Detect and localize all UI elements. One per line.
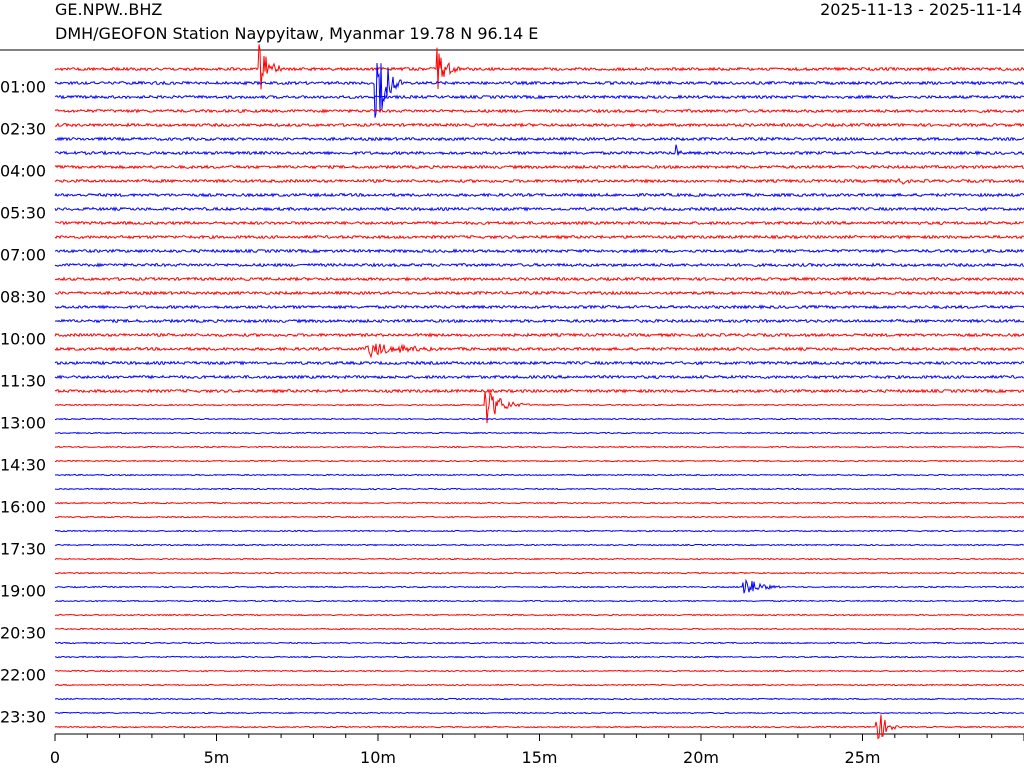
y-tick-label: 19:00 (0, 582, 46, 601)
trace-line-11 (54, 220, 1024, 226)
trace-line-3 (54, 108, 1024, 114)
trace-line-47 (54, 714, 1024, 740)
trace-line-26 (54, 431, 1024, 435)
trace-line-9 (54, 192, 1024, 198)
y-tick-label: 05:30 (0, 204, 46, 223)
trace-line-18 (54, 318, 1024, 324)
traces (54, 44, 1024, 740)
y-tick-label: 20:30 (0, 624, 46, 643)
trace-line-2 (54, 94, 1024, 100)
trace-line-1 (54, 63, 1024, 118)
x-tick-label: 25m (845, 748, 881, 767)
trace-line-34 (54, 543, 1024, 547)
y-tick-label: 16:00 (0, 498, 46, 517)
trace-line-17 (54, 304, 1024, 310)
trace-line-4 (54, 122, 1024, 128)
y-tick-label: 17:30 (0, 540, 46, 559)
trace-line-37 (54, 578, 1024, 594)
trace-line-5 (54, 136, 1024, 142)
x-axis-ticks: 0 5m 10m 15m 20m 25m (50, 734, 1024, 767)
station-code: GE.NPW..BHZ (55, 0, 163, 19)
trace-line-6 (54, 144, 1024, 156)
trace-line-0 (54, 44, 1024, 90)
trace-line-7 (54, 164, 1024, 170)
trace-line-35 (54, 557, 1024, 561)
trace-line-10 (54, 206, 1024, 212)
trace-line-19 (54, 332, 1024, 338)
trace-line-23 (54, 388, 1024, 394)
trace-line-46 (54, 711, 1024, 715)
station-description: DMH/GEOFON Station Naypyitaw, Myanmar 19… (55, 24, 539, 43)
trace-line-31 (54, 501, 1024, 505)
trace-line-36 (54, 571, 1024, 575)
trace-line-33 (54, 529, 1024, 533)
y-tick-label: 23:30 (0, 708, 46, 727)
trace-line-20 (54, 343, 1024, 359)
y-tick-label: 11:30 (0, 372, 46, 391)
trace-line-42 (54, 655, 1024, 659)
x-tick-label: 15m (522, 748, 558, 767)
trace-line-43 (54, 669, 1024, 673)
y-tick-label: 04:00 (0, 162, 46, 181)
trace-line-38 (54, 599, 1024, 603)
x-tick-label: 0 (50, 748, 60, 767)
y-tick-labels: 01:00 02:30 04:00 05:30 07:00 08:30 10:00 11:30… (0, 78, 46, 727)
x-tick-label: 20m (683, 748, 719, 767)
trace-line-41 (54, 641, 1024, 645)
date-range: 2025-11-13 - 2025-11-14 (820, 0, 1022, 19)
trace-line-8 (54, 177, 1024, 185)
trace-line-12 (54, 234, 1024, 240)
trace-line-24 (54, 391, 1024, 424)
trace-line-30 (54, 487, 1024, 491)
trace-line-14 (54, 262, 1024, 268)
trace-line-25 (54, 417, 1024, 421)
x-tick-label: 5m (204, 748, 230, 767)
trace-line-13 (54, 248, 1024, 254)
trace-line-15 (54, 276, 1024, 282)
trace-line-27 (54, 445, 1024, 449)
y-tick-label: 01:00 (0, 78, 46, 97)
trace-line-40 (54, 627, 1024, 631)
trace-line-45 (54, 697, 1024, 701)
y-tick-label: 02:30 (0, 120, 46, 139)
y-tick-label: 07:00 (0, 246, 46, 265)
y-tick-label: 08:30 (0, 288, 46, 307)
trace-line-32 (54, 515, 1024, 519)
y-tick-label: 14:30 (0, 456, 46, 475)
trace-line-28 (54, 459, 1024, 463)
trace-line-22 (54, 374, 1024, 380)
trace-line-29 (54, 473, 1024, 477)
y-tick-label: 10:00 (0, 330, 46, 349)
y-tick-label: 22:00 (0, 666, 46, 685)
trace-line-16 (54, 290, 1024, 296)
y-tick-label: 13:00 (0, 414, 46, 433)
trace-line-21 (54, 360, 1024, 366)
x-tick-label: 10m (360, 748, 396, 767)
trace-line-39 (54, 613, 1024, 617)
trace-line-44 (54, 683, 1024, 687)
